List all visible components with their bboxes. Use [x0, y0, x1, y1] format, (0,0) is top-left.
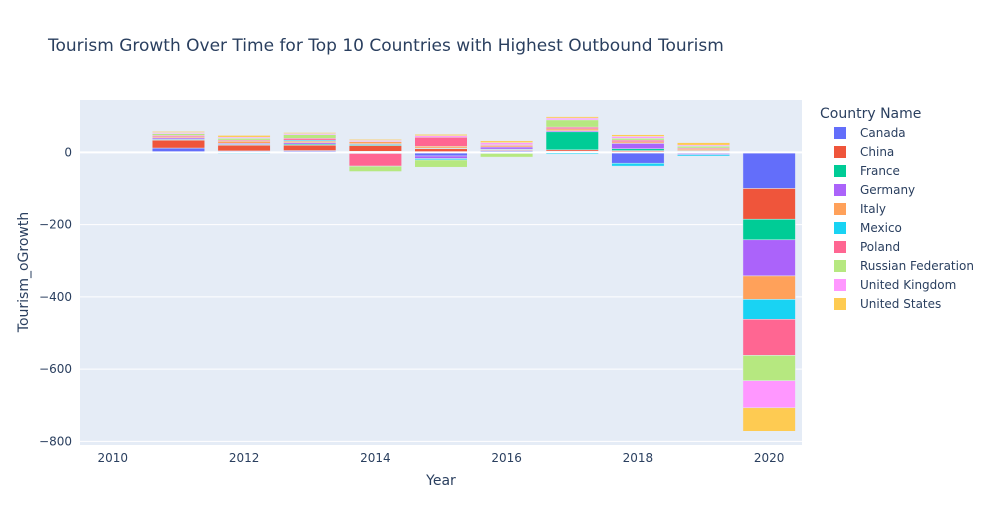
bar-segment[interactable]	[480, 153, 534, 158]
bar-segment[interactable]	[414, 134, 468, 137]
legend-item-label[interactable]: Poland	[860, 240, 900, 254]
y-axis-title: Tourism_oGrowth	[16, 212, 32, 333]
bar-segment[interactable]	[480, 142, 534, 145]
bar-segment[interactable]	[742, 380, 796, 409]
bar-segment[interactable]	[611, 138, 665, 141]
bar-marks	[151, 116, 796, 432]
legend-swatch	[834, 184, 846, 196]
bar-segment[interactable]	[217, 140, 271, 144]
bar-segment[interactable]	[742, 319, 796, 356]
bar-segment[interactable]	[545, 116, 599, 119]
bar-segment[interactable]	[545, 131, 599, 151]
legend-swatch	[834, 165, 846, 177]
bar-segment[interactable]	[217, 138, 271, 141]
x-tick-label: 2014	[360, 451, 391, 465]
x-tick-label: 2018	[623, 451, 654, 465]
legend-swatch	[834, 222, 846, 234]
bar-segment[interactable]	[742, 152, 796, 189]
bar-segment[interactable]	[217, 144, 271, 152]
bar-segment[interactable]	[742, 275, 796, 300]
bar-segment[interactable]	[742, 188, 796, 220]
legend-item-label[interactable]: Mexico	[860, 221, 902, 235]
bar-segment[interactable]	[545, 119, 599, 128]
bar-segment[interactable]	[677, 154, 731, 157]
bar-segment[interactable]	[611, 148, 665, 151]
bar-segment[interactable]	[611, 143, 665, 150]
legend-swatch	[834, 298, 846, 310]
x-tick-label: 2010	[98, 451, 129, 465]
bar-segment[interactable]	[348, 165, 402, 172]
legend-swatch	[834, 203, 846, 215]
bar-segment[interactable]	[414, 159, 468, 168]
legend-item-label[interactable]: United States	[860, 297, 941, 311]
bar-segment[interactable]	[480, 140, 534, 143]
bar-segment[interactable]	[283, 134, 337, 139]
legend-swatch	[834, 279, 846, 291]
x-axis-title: Year	[425, 473, 456, 489]
bar-segment[interactable]	[414, 136, 468, 147]
bar-segment[interactable]	[611, 134, 665, 137]
bar-segment[interactable]	[414, 145, 468, 149]
chart-title: Tourism Growth Over Time for Top 10 Coun…	[47, 36, 724, 56]
x-tick-label: 2020	[754, 451, 785, 465]
bar-segment[interactable]	[151, 131, 205, 133]
bar-segment[interactable]	[283, 138, 337, 141]
legend-title: Country Name	[820, 106, 921, 122]
bar-segment[interactable]	[545, 117, 599, 121]
legend-item-label[interactable]: Russian Federation	[860, 259, 974, 273]
bar-segment[interactable]	[545, 128, 599, 131]
bar-segment[interactable]	[151, 133, 205, 136]
y-tick-label: −600	[39, 362, 72, 376]
bar-segment[interactable]	[677, 145, 731, 149]
y-tick-label: −200	[39, 218, 72, 232]
bar-segment[interactable]	[742, 407, 796, 432]
bar-segment[interactable]	[348, 153, 402, 167]
bar-segment[interactable]	[611, 152, 665, 164]
bar-segment[interactable]	[414, 155, 468, 159]
bar-segment[interactable]	[217, 135, 271, 138]
legend-item-label[interactable]: Germany	[860, 183, 915, 197]
bar-segment[interactable]	[611, 139, 665, 143]
bar-segment[interactable]	[611, 162, 665, 167]
x-tick-label: 2016	[491, 451, 522, 465]
legend-item-label[interactable]: Italy	[860, 202, 886, 216]
legend: Country Name Canada China France Germany Ita…	[820, 106, 974, 311]
bar-segment[interactable]	[611, 136, 665, 139]
bar-segment[interactable]	[348, 139, 402, 141]
legend-item-label[interactable]: China	[860, 145, 894, 159]
bar-segment[interactable]	[677, 142, 731, 146]
bar-segment[interactable]	[742, 218, 796, 241]
legend-item-label[interactable]: Canada	[860, 126, 906, 140]
legend-swatch	[834, 260, 846, 272]
bar-segment[interactable]	[480, 146, 534, 150]
bar-segment[interactable]	[348, 141, 402, 144]
legend-swatch	[834, 241, 846, 253]
bar-segment[interactable]	[742, 239, 796, 277]
bar-segment[interactable]	[283, 144, 337, 151]
bar-segment[interactable]	[742, 355, 796, 381]
y-tick-label: −400	[39, 290, 72, 304]
bar-segment[interactable]	[742, 299, 796, 320]
x-tick-labels: 2010 2012 2014 2016 2018 2020	[98, 451, 785, 465]
legend-item-label[interactable]: France	[860, 164, 900, 178]
y-tick-label: 0	[64, 145, 72, 159]
bar-segment[interactable]	[151, 139, 205, 149]
bar-segment[interactable]	[348, 145, 402, 152]
bar-segment[interactable]	[283, 132, 337, 134]
bar-segment[interactable]	[545, 126, 599, 130]
legend-swatch	[834, 127, 846, 139]
grid-lines	[80, 224, 802, 442]
legend-item-label[interactable]: United Kingdom	[860, 278, 956, 292]
y-tick-label: −800	[39, 434, 72, 448]
legend-swatch	[834, 146, 846, 158]
x-tick-label: 2012	[229, 451, 260, 465]
y-tick-labels: 0 −200 −400 −600 −800	[39, 145, 72, 448]
